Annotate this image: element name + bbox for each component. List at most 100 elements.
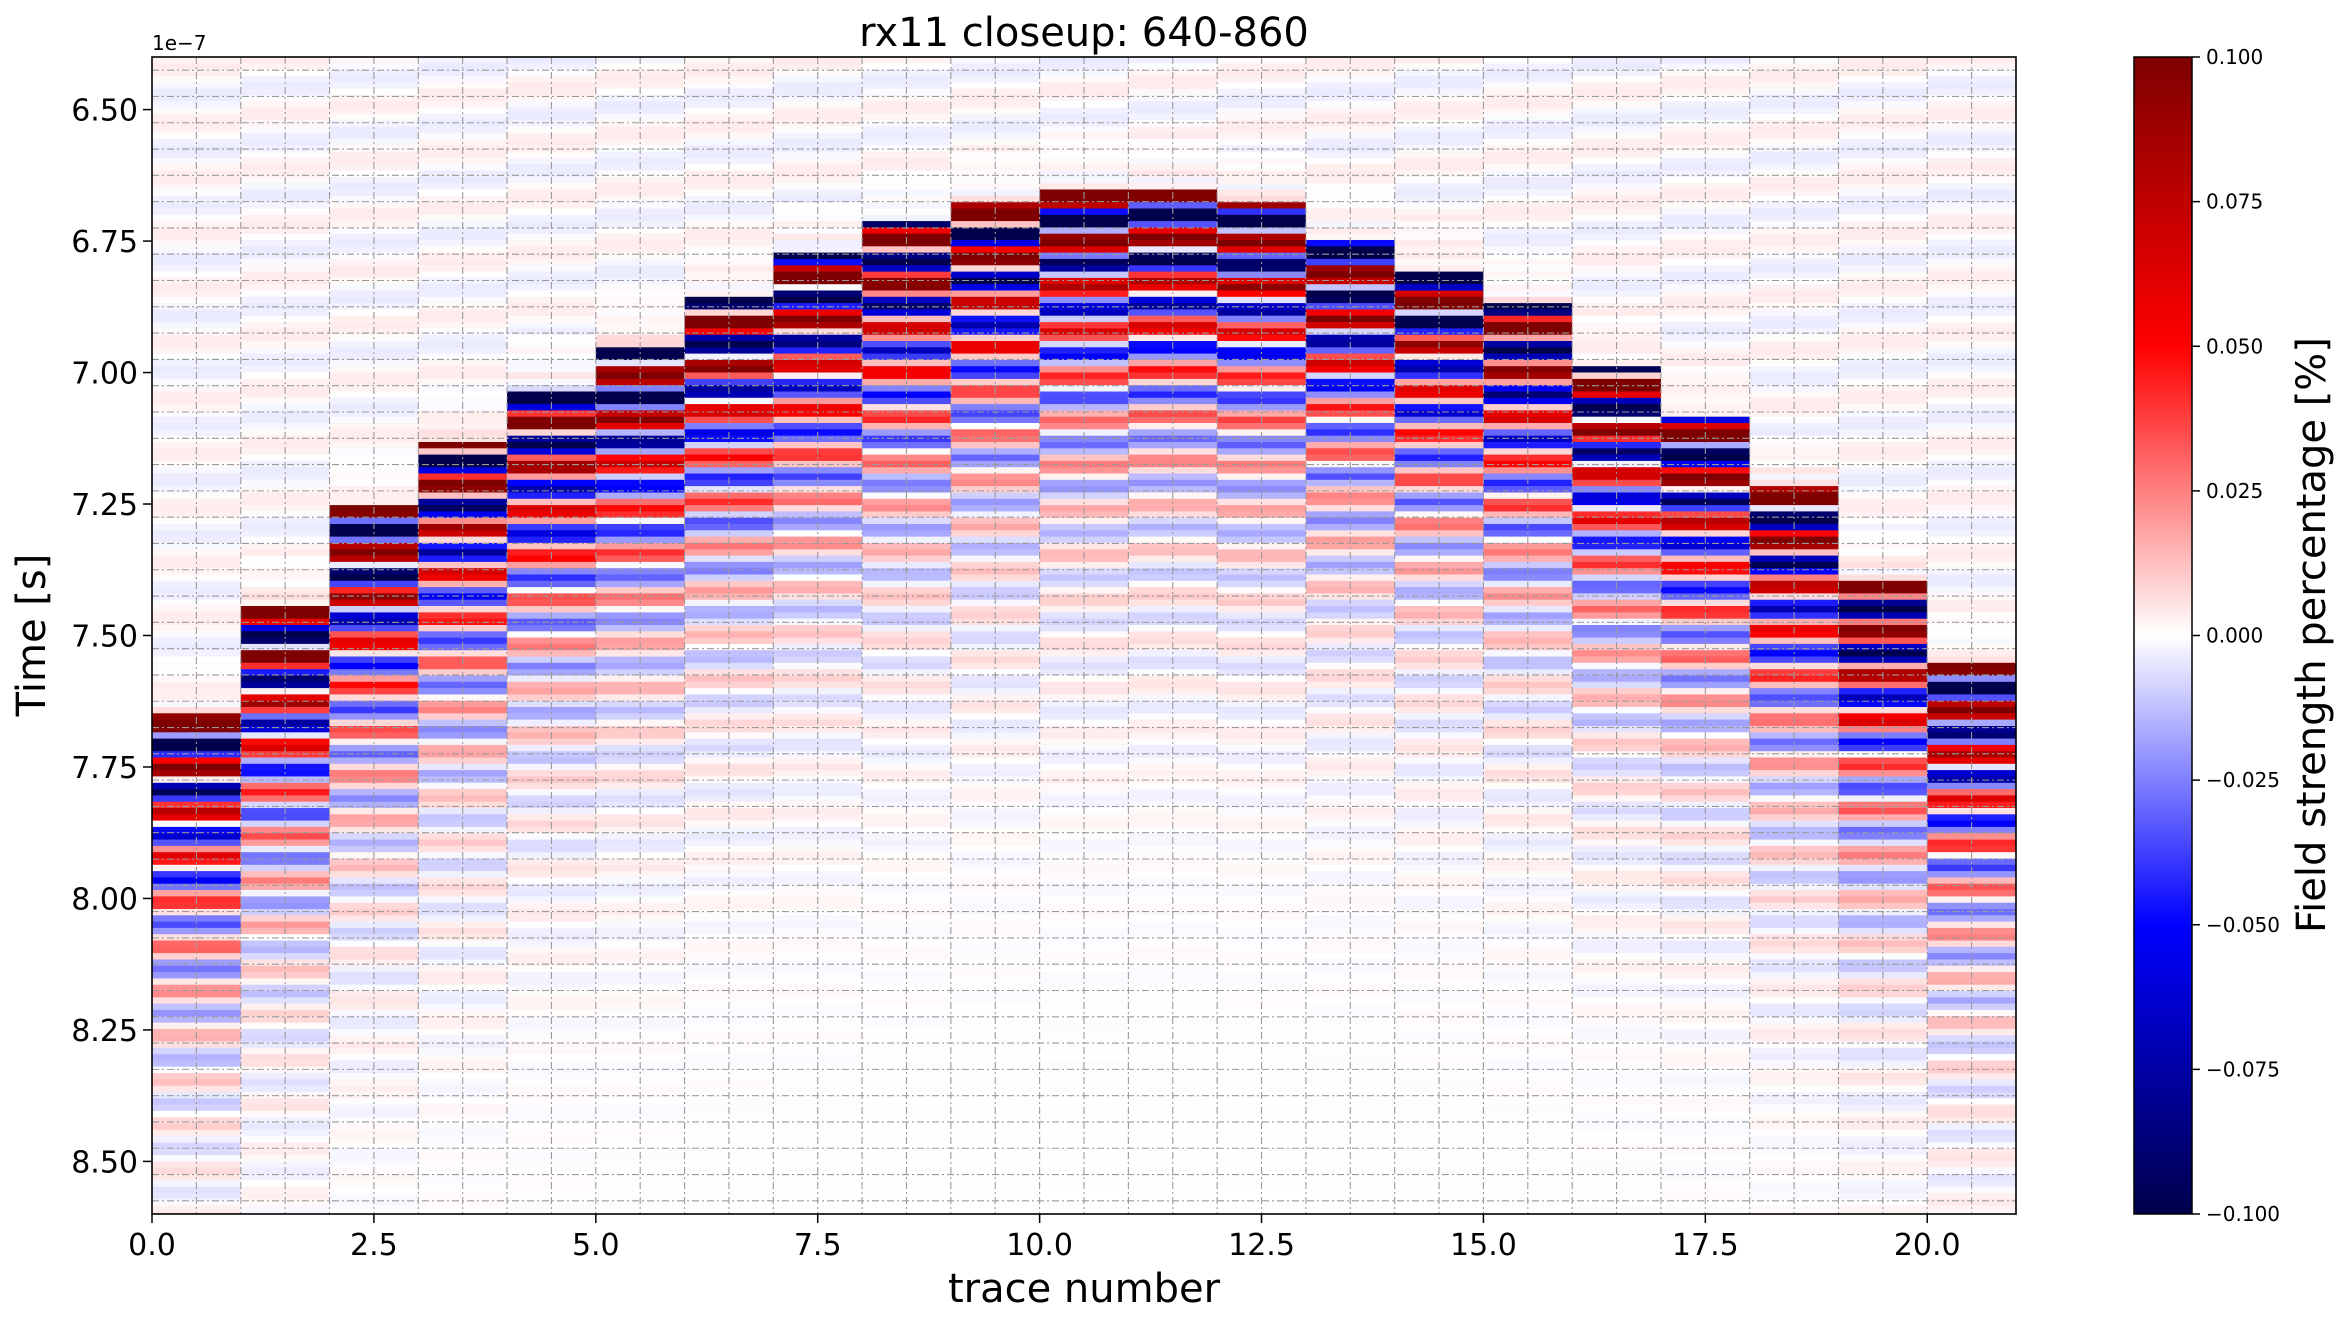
heatmap-cell	[1128, 713, 1218, 720]
heatmap-cell	[1128, 246, 1218, 253]
heatmap-cell	[1039, 606, 1129, 613]
heatmap-cell	[950, 991, 1040, 998]
heatmap-cell	[1838, 801, 1928, 809]
heatmap-cell	[152, 833, 242, 840]
heatmap-cell	[1483, 442, 1573, 449]
heatmap-cell	[862, 315, 952, 323]
heatmap-cell	[1039, 517, 1129, 525]
heatmap-cell	[152, 397, 242, 405]
heatmap-cell	[1483, 202, 1573, 209]
heatmap-cell	[1838, 107, 1928, 115]
heatmap-cell	[595, 366, 685, 373]
heatmap-cell	[507, 662, 597, 670]
heatmap-cell	[1394, 151, 1484, 159]
heatmap-cell	[950, 782, 1040, 790]
heatmap-cell	[1394, 353, 1484, 361]
heatmap-cell	[595, 751, 685, 758]
heatmap-cell	[1483, 75, 1573, 83]
heatmap-cell	[418, 271, 508, 279]
heatmap-cell	[1838, 1161, 1928, 1169]
heatmap-cell	[950, 801, 1040, 809]
heatmap-cell	[1394, 63, 1484, 70]
heatmap-cell	[950, 347, 1040, 354]
heatmap-cell	[507, 921, 597, 929]
heatmap-cell	[1661, 467, 1751, 474]
heatmap-cell	[418, 738, 508, 746]
heatmap-cell	[862, 435, 952, 443]
heatmap-cell	[329, 953, 419, 960]
heatmap-cell	[1394, 517, 1484, 525]
heatmap-cell	[1749, 511, 1839, 519]
heatmap-cell	[1039, 126, 1129, 134]
heatmap-cell	[684, 1186, 774, 1194]
heatmap-cell	[240, 347, 330, 354]
heatmap-cell	[595, 801, 685, 809]
heatmap-cell	[1305, 442, 1395, 449]
heatmap-cell	[684, 757, 774, 765]
heatmap-cell	[1572, 473, 1662, 481]
heatmap-cell	[773, 726, 863, 733]
heatmap-cell	[240, 1186, 330, 1194]
heatmap-cell	[950, 202, 1040, 209]
heatmap-cell	[329, 1098, 419, 1105]
heatmap-cell	[329, 542, 419, 550]
heatmap-cell	[1749, 877, 1839, 885]
heatmap-cell	[1572, 833, 1662, 840]
heatmap-cell	[1838, 158, 1928, 165]
heatmap-cell	[1661, 277, 1751, 285]
heatmap-cell	[1661, 322, 1751, 329]
heatmap-cell	[507, 75, 597, 83]
heatmap-cell	[329, 473, 419, 481]
heatmap-cell	[418, 1022, 508, 1030]
heatmap-cell	[1128, 467, 1218, 474]
heatmap-cell	[1927, 1110, 2016, 1118]
heatmap-cell	[1483, 322, 1573, 329]
heatmap-cell	[1128, 126, 1218, 134]
heatmap-cell	[595, 991, 685, 998]
heatmap-cell	[152, 353, 242, 361]
heatmap-cell	[507, 965, 597, 973]
heatmap-cell	[152, 303, 242, 310]
heatmap-cell	[950, 858, 1040, 866]
heatmap-cell	[773, 662, 863, 670]
heatmap-cell	[1483, 1161, 1573, 1169]
heatmap-cell	[1128, 826, 1218, 834]
heatmap-cell	[1749, 631, 1839, 638]
heatmap-cell	[1305, 391, 1395, 399]
heatmap-cell	[684, 713, 774, 720]
heatmap-cell	[329, 347, 419, 354]
heatmap-cell	[1394, 751, 1484, 758]
heatmap-cell	[1128, 637, 1218, 645]
heatmap-cell	[329, 353, 419, 361]
heatmap-cell	[1128, 107, 1218, 115]
heatmap-cell	[418, 561, 508, 569]
heatmap-cell	[773, 542, 863, 550]
heatmap-cell	[1661, 1186, 1751, 1194]
heatmap-cell	[1749, 953, 1839, 960]
heatmap-cell	[1572, 1041, 1662, 1049]
heatmap-cell	[418, 1098, 508, 1105]
heatmap-cell	[1749, 1041, 1839, 1049]
heatmap-cell	[1394, 473, 1484, 481]
heatmap-cell	[1572, 303, 1662, 310]
heatmap-cell	[1394, 195, 1484, 203]
heatmap-cell	[950, 826, 1040, 834]
heatmap-cell	[1838, 126, 1928, 134]
heatmap-cell	[329, 726, 419, 733]
heatmap-cell	[773, 561, 863, 569]
heatmap-cell	[773, 833, 863, 840]
heatmap-cell	[507, 517, 597, 525]
heatmap-cell	[1128, 473, 1218, 481]
heatmap-cell	[1305, 1022, 1395, 1030]
heatmap-cell	[329, 871, 419, 878]
heatmap-cell	[152, 1085, 242, 1093]
heatmap-cell	[1394, 82, 1484, 89]
heatmap-cell	[507, 631, 597, 638]
heatmap-cell	[1927, 63, 2016, 70]
heatmap-cell	[1394, 366, 1484, 373]
heatmap-cell	[1749, 246, 1839, 253]
heatmap-cell	[1394, 782, 1484, 790]
heatmap-cell	[773, 322, 863, 329]
heatmap-cell	[1394, 75, 1484, 83]
heatmap-cell	[862, 637, 952, 645]
